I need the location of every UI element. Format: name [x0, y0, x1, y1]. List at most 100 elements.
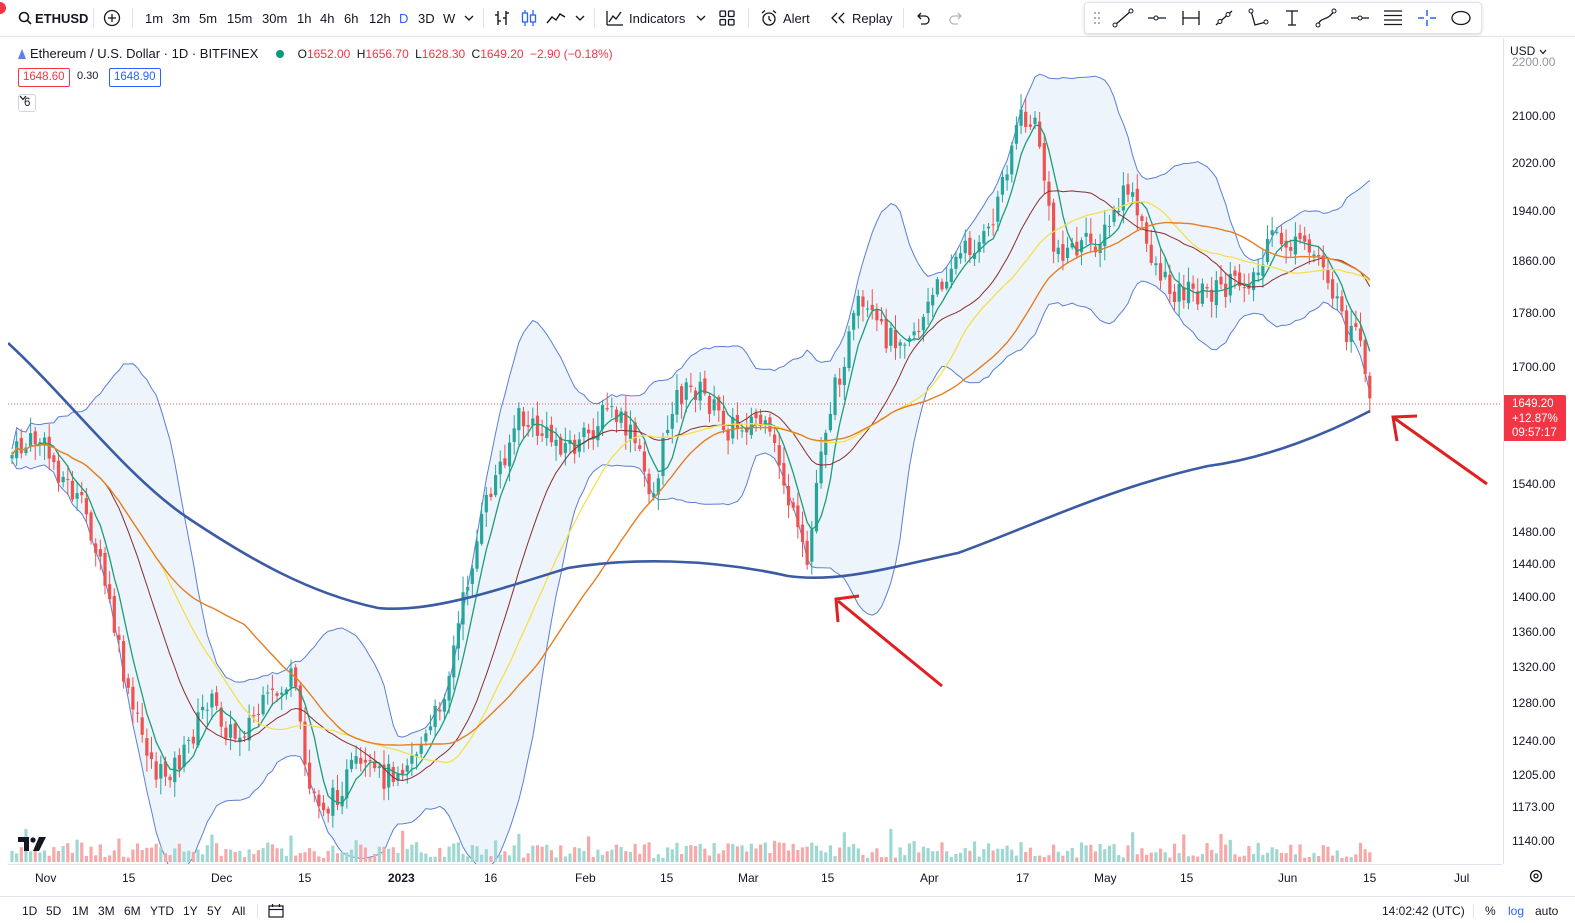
interval-12h[interactable]: 12h [369, 0, 391, 36]
horizontal-line-icon[interactable] [1349, 8, 1371, 28]
bollinger-band-fill [12, 74, 1370, 864]
candle-body [438, 709, 442, 712]
chart-type-dropdown[interactable] [575, 0, 585, 36]
indicators-button[interactable]: Indicators [606, 0, 685, 36]
interval-1h[interactable]: 1h [297, 0, 311, 36]
range-ytd[interactable]: YTD [150, 904, 174, 918]
interval-15m[interactable]: 15m [227, 0, 252, 36]
candle-body [1196, 291, 1200, 305]
interval-3m[interactable]: 3m [172, 0, 190, 36]
interval-30m[interactable]: 30m [262, 0, 287, 36]
alert-button[interactable]: Alert [760, 0, 810, 36]
candle-body [80, 492, 84, 496]
candle-body [1098, 244, 1102, 253]
candle-body [233, 723, 237, 739]
candle-body [1298, 232, 1302, 240]
candles-style-button[interactable] [520, 0, 538, 36]
currency-selector[interactable]: USD [1510, 44, 1547, 58]
trendline-icon[interactable] [1112, 8, 1134, 28]
interval-1m[interactable]: 1m [145, 0, 163, 36]
sell-price-button[interactable]: 1648.60 [18, 68, 70, 87]
brush-icon[interactable] [1315, 8, 1337, 28]
fib-icon[interactable] [1382, 8, 1404, 28]
range-1y[interactable]: 1Y [183, 904, 198, 918]
volume-bar [1024, 851, 1028, 862]
range-1m[interactable]: 1M [72, 904, 89, 918]
drawing-toolbar [1084, 2, 1482, 34]
range-6m[interactable]: 6M [124, 904, 141, 918]
indicators-dropdown[interactable] [696, 0, 706, 36]
goto-date-button[interactable] [268, 903, 284, 923]
auto-scale-toggle[interactable]: auto [1535, 904, 1559, 918]
log-scale-toggle[interactable]: log [1508, 904, 1525, 918]
volume-bar [773, 840, 777, 862]
symbol-description[interactable]: Ethereum / U.S. Dollar · 1D · BITFINEX [30, 46, 259, 61]
bars-style-button[interactable] [493, 0, 511, 36]
text-icon[interactable] [1281, 8, 1303, 28]
volume-bar [1344, 856, 1349, 862]
range-3m[interactable]: 3M [98, 904, 115, 918]
triangle-icon[interactable] [1247, 8, 1269, 28]
range-5d[interactable]: 5D [46, 904, 62, 918]
interval-4h[interactable]: 4h [320, 0, 334, 36]
volume-bar [1261, 854, 1265, 862]
candle-body [89, 512, 93, 541]
volume-bar [1121, 857, 1125, 862]
crosshair-icon[interactable] [1416, 8, 1438, 28]
symbol-search[interactable]: ETHUSD [18, 0, 88, 36]
ray-icon[interactable] [1213, 8, 1235, 28]
volume-bar [368, 857, 372, 862]
price-tick: 1205.00 [1512, 768, 1556, 782]
range-1d[interactable]: 1D [22, 904, 38, 918]
interval-5m[interactable]: 5m [199, 0, 217, 36]
clock-timezone[interactable]: 14:02:42 (UTC) [1382, 904, 1465, 918]
volume-bar [1005, 845, 1009, 862]
line-style-button[interactable] [546, 0, 566, 36]
candle-body [1024, 111, 1028, 127]
chart-pane[interactable]: Ethereum / U.S. Dollar · 1D · BITFINEX O… [8, 38, 1502, 864]
time-axis[interactable]: Nov 15 Dec 15 2023 16 Feb 15 Mar 15 Apr … [8, 864, 1502, 891]
templates-button[interactable] [719, 0, 735, 36]
candle-body [1117, 210, 1121, 213]
redo-button[interactable] [948, 0, 964, 36]
volume-bar [768, 852, 772, 862]
interval-6h[interactable]: 6h [344, 0, 358, 36]
drag-handle-icon[interactable] [1093, 11, 1101, 25]
volume-bar [526, 853, 530, 862]
interval-w[interactable]: W [443, 0, 455, 36]
horizontal-ray-icon[interactable] [1146, 8, 1168, 28]
range-5y[interactable]: 5Y [207, 904, 222, 918]
compare-button[interactable] [103, 0, 121, 36]
candle-body [117, 634, 121, 640]
candle-body [1270, 230, 1274, 235]
candle-body [391, 767, 395, 782]
candle-body [131, 686, 135, 710]
candle-body [1014, 125, 1018, 144]
volume-bar [819, 850, 823, 862]
price-chart[interactable] [8, 38, 1502, 864]
indicators-toggle[interactable]: 6 [18, 94, 37, 112]
volume-bar [1340, 857, 1344, 862]
volume-bar [600, 854, 605, 862]
undo-icon [917, 12, 930, 25]
interval-d[interactable]: D [399, 0, 408, 36]
chart-settings-button[interactable] [1528, 868, 1544, 889]
undo-button[interactable] [915, 0, 931, 36]
buy-price-button[interactable]: 1648.90 [109, 68, 161, 87]
volume-bar [838, 847, 842, 862]
percent-scale-toggle[interactable]: % [1485, 904, 1496, 918]
candle-body [1107, 226, 1111, 228]
tradingview-logo-icon[interactable] [18, 836, 48, 852]
measure-icon[interactable] [1180, 8, 1202, 28]
interval-3d[interactable]: 3D [418, 0, 435, 36]
volume-bar [196, 849, 200, 862]
time-tick: 17 [1016, 871, 1030, 885]
candle-body [466, 586, 470, 591]
range-all[interactable]: All [232, 904, 246, 918]
candle-body [1233, 270, 1237, 276]
price-axis[interactable]: USD 2200.00 2100.00 2020.00 1940.00 1860… [1503, 38, 1575, 864]
volume-bar [359, 844, 363, 862]
replay-button[interactable]: Replay [830, 0, 892, 36]
interval-dropdown[interactable] [464, 0, 474, 36]
ellipse-icon[interactable] [1450, 8, 1472, 28]
